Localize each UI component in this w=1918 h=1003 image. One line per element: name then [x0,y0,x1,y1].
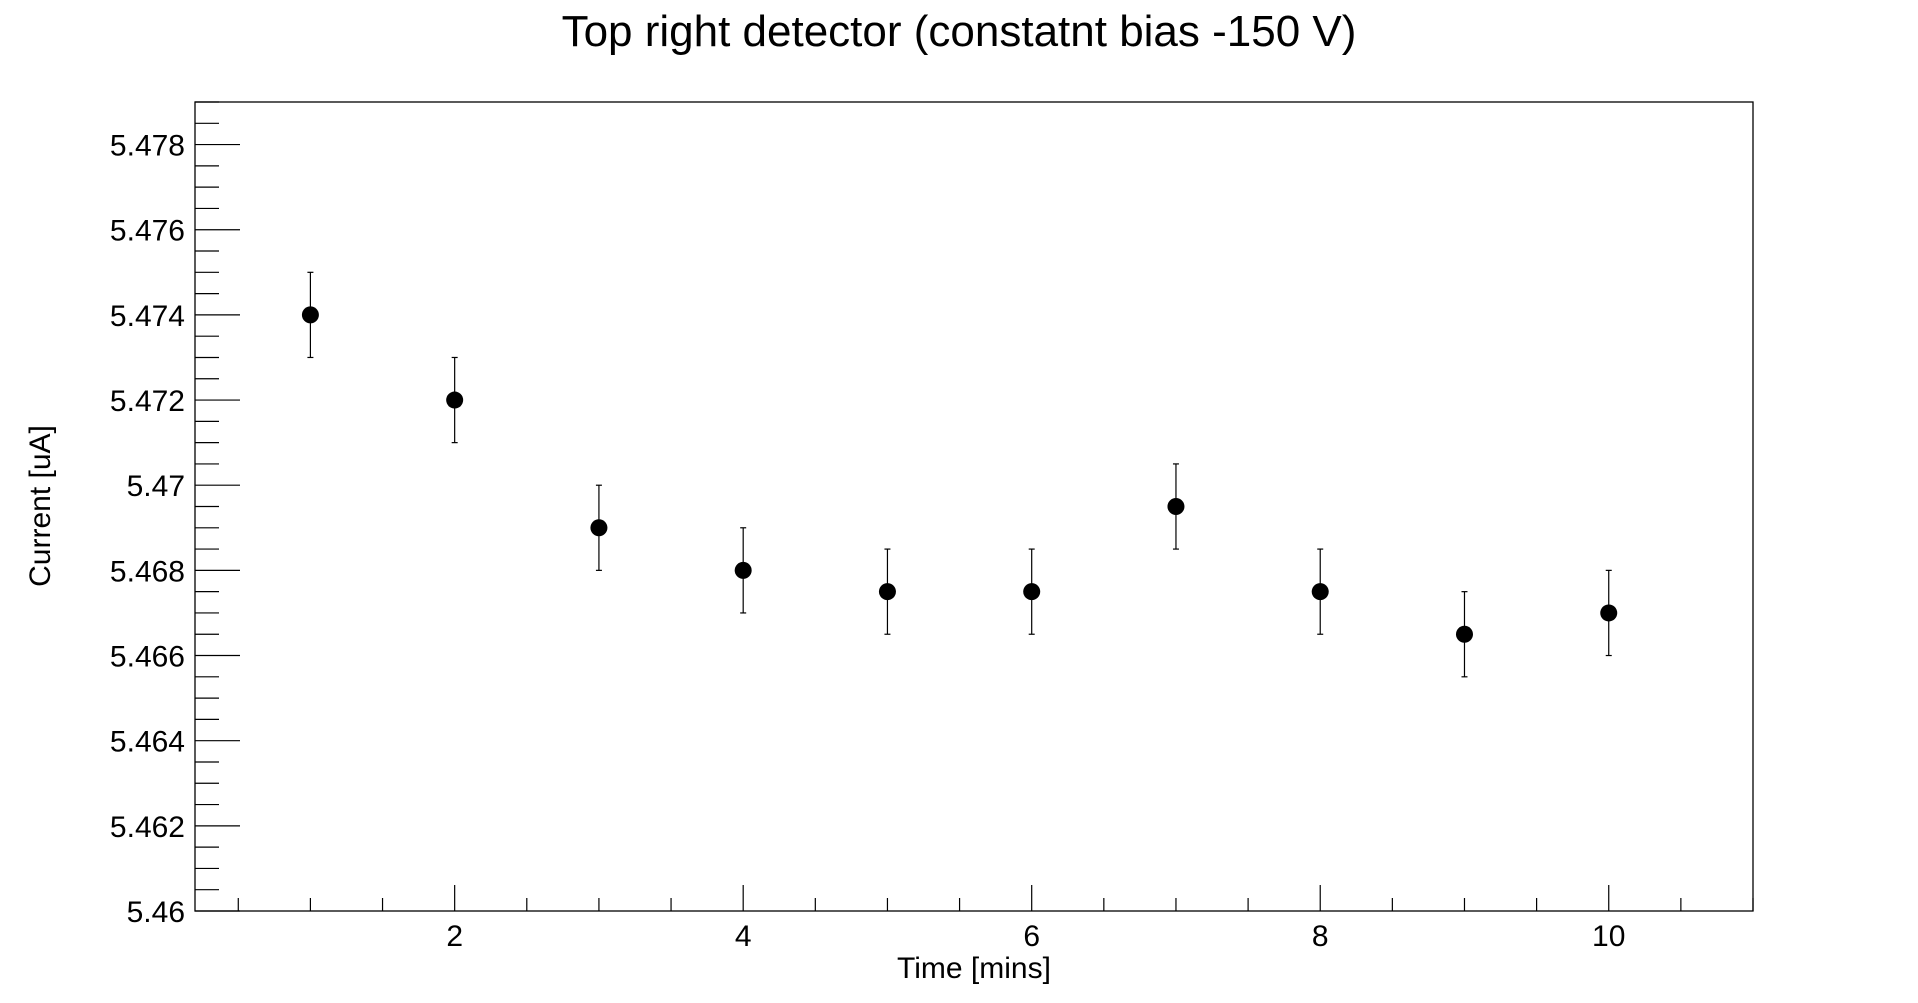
data-point [1167,498,1185,515]
data-point [734,561,752,579]
x-tick-label: 8 [1312,920,1329,953]
data-point [878,583,896,601]
data-point [446,391,464,409]
data-points [301,306,1618,643]
data-point [301,306,319,324]
y-tick-label: 5.462 [110,811,185,844]
data-point [1455,625,1473,643]
y-axis-label: Current [uA] [24,425,57,587]
x-tick-label: 10 [1592,920,1625,953]
x-tick-label: 2 [446,920,463,953]
data-point [1600,604,1618,622]
y-tick-label: 5.476 [110,215,185,248]
x-axis-ticks [237,885,1754,911]
y-axis-ticks [195,101,240,912]
x-tick-label: 6 [1023,920,1040,953]
y-tick-label: 5.464 [110,726,185,759]
x-axis-tick-labels: 2 4 6 8 10 [446,920,1625,953]
data-point [1311,583,1329,601]
error-bars [307,271,1612,678]
y-tick-label: 5.46 [127,896,185,929]
y-axis-tick-labels: 5.46 5.462 5.464 5.466 5.468 5.47 5.472 5.474 5.… [110,130,185,929]
y-tick-label: 5.474 [110,300,185,333]
data-point [590,519,608,537]
x-tick-label: 4 [735,920,752,953]
y-tick-label: 5.472 [110,385,185,418]
y-tick-label: 5.47 [127,470,185,503]
plot-frame [194,101,1754,912]
y-tick-label: 5.468 [110,555,185,588]
y-tick-label: 5.478 [110,130,185,163]
data-point [1023,583,1041,601]
y-tick-label: 5.466 [110,641,185,674]
x-axis-label: Time [mins] [897,952,1051,985]
chart-title: Top right detector (constatnt bias -150 … [562,7,1357,56]
